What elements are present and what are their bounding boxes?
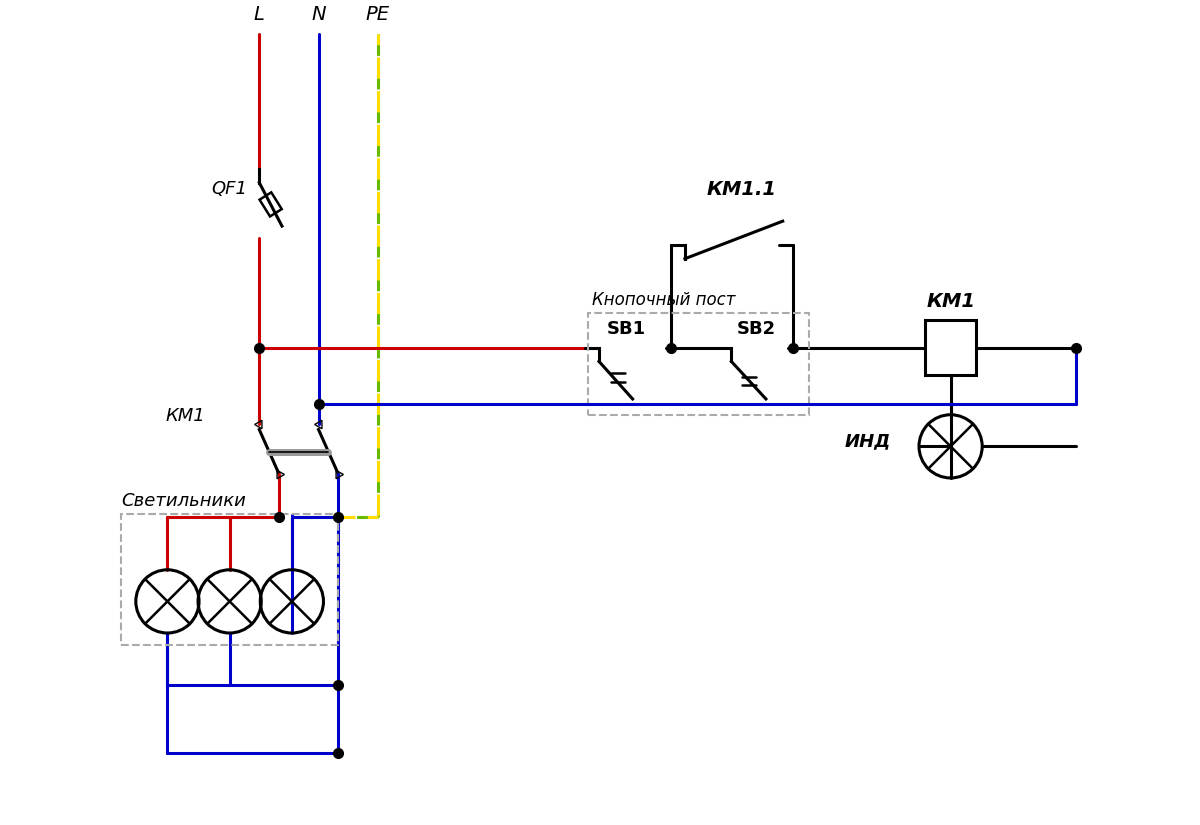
Bar [121, 515, 338, 645]
Text: L: L [254, 5, 265, 24]
Text: SB2: SB2 [737, 320, 775, 337]
Bar [588, 313, 809, 415]
Text: ИНД: ИНД [845, 432, 892, 450]
Text: Кнопочный пост: Кнопочный пост [592, 291, 736, 309]
Text: КМ1: КМ1 [926, 291, 976, 310]
Text: N: N [311, 5, 326, 24]
Text: PE: PE [366, 5, 390, 24]
Text: Светильники: Светильники [121, 492, 246, 510]
Text: QF1: QF1 [211, 180, 247, 197]
Text: SB1: SB1 [607, 320, 647, 337]
Text: КМ1.1: КМ1.1 [707, 181, 776, 200]
Bar [925, 320, 977, 375]
Text: КМ1: КМ1 [166, 407, 205, 425]
